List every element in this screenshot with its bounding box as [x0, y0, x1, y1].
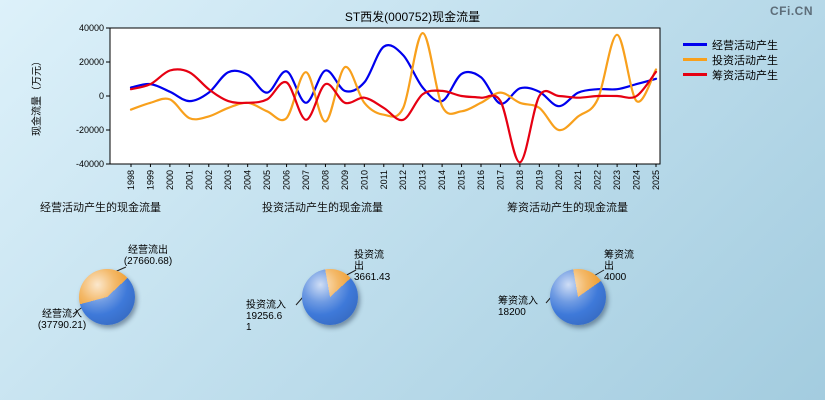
chart-title: ST西发(000752)现金流量 — [344, 10, 481, 24]
pie-financing[interactable] — [550, 269, 606, 325]
pie-label-investing-inflow: 投资流入 19256.6 1 — [246, 300, 286, 333]
legend-swatch-financing-icon — [683, 73, 707, 76]
legend-item-investing[interactable]: 投资活动产生 — [683, 52, 778, 67]
svg-text:2024: 2024 — [632, 170, 642, 190]
pie-operating[interactable] — [79, 269, 135, 325]
legend-label-operating: 经营活动产生 — [712, 39, 778, 52]
section-title-investing: 投资活动产生的现金流量 — [262, 202, 383, 214]
svg-text:2019: 2019 — [534, 170, 544, 190]
svg-text:2021: 2021 — [573, 170, 583, 190]
svg-text:2025: 2025 — [651, 170, 661, 190]
svg-text:2015: 2015 — [457, 170, 467, 190]
svg-text:2020: 2020 — [554, 170, 564, 190]
pie-label-operating-inflow: 经营流入 (37790.21) — [37, 309, 87, 331]
svg-text:2016: 2016 — [476, 170, 486, 190]
pie-label-investing-outflow: 投资流 出 3661.43 — [354, 250, 391, 283]
legend-label-financing: 筹资活动产生 — [712, 69, 778, 82]
legend-item-financing[interactable]: 筹资活动产生 — [683, 67, 778, 82]
pie-label-operating-outflow: 经营流出 (27660.68) — [123, 245, 173, 267]
svg-text:20000: 20000 — [79, 57, 104, 67]
svg-text:2014: 2014 — [437, 170, 447, 190]
legend-swatch-operating-icon — [683, 43, 707, 46]
svg-text:2013: 2013 — [418, 170, 428, 190]
pie-investing[interactable] — [302, 269, 358, 325]
cfi-logo: CFi.CN — [770, 4, 813, 18]
svg-text:1998: 1998 — [126, 170, 136, 190]
pie-label-financing-inflow: 筹资流入 18200 — [498, 296, 538, 318]
svg-text:2012: 2012 — [398, 170, 408, 190]
chart-legend: 经营活动产生 投资活动产生 筹资活动产生 — [683, 37, 778, 82]
svg-text:2007: 2007 — [301, 170, 311, 190]
svg-text:-20000: -20000 — [76, 125, 104, 135]
svg-text:1999: 1999 — [145, 170, 155, 190]
svg-text:2006: 2006 — [282, 170, 292, 190]
svg-text:-40000: -40000 — [76, 159, 104, 169]
svg-text:0: 0 — [99, 91, 104, 101]
svg-text:2023: 2023 — [612, 170, 622, 190]
svg-text:现金流量（万元）: 现金流量（万元） — [30, 56, 43, 136]
svg-text:40000: 40000 — [79, 23, 104, 33]
svg-text:2002: 2002 — [204, 170, 214, 190]
section-title-financing: 筹资活动产生的现金流量 — [507, 202, 628, 214]
legend-label-investing: 投资活动产生 — [712, 54, 778, 67]
legend-swatch-investing-icon — [683, 58, 707, 61]
legend-item-operating[interactable]: 经营活动产生 — [683, 37, 778, 52]
svg-text:2010: 2010 — [359, 170, 369, 190]
svg-text:2011: 2011 — [379, 170, 389, 189]
svg-text:2000: 2000 — [165, 170, 175, 190]
svg-text:2003: 2003 — [223, 170, 233, 190]
svg-text:2004: 2004 — [243, 170, 253, 190]
svg-text:2001: 2001 — [184, 170, 194, 190]
svg-text:2022: 2022 — [593, 170, 603, 190]
svg-text:2017: 2017 — [495, 170, 505, 190]
section-title-operating: 经营活动产生的现金流量 — [40, 202, 161, 214]
svg-text:2018: 2018 — [515, 170, 525, 190]
pie-label-financing-outflow: 筹资流 出 4000 — [604, 250, 634, 283]
svg-text:2005: 2005 — [262, 170, 272, 190]
svg-text:2008: 2008 — [320, 170, 330, 190]
svg-text:2009: 2009 — [340, 170, 350, 190]
